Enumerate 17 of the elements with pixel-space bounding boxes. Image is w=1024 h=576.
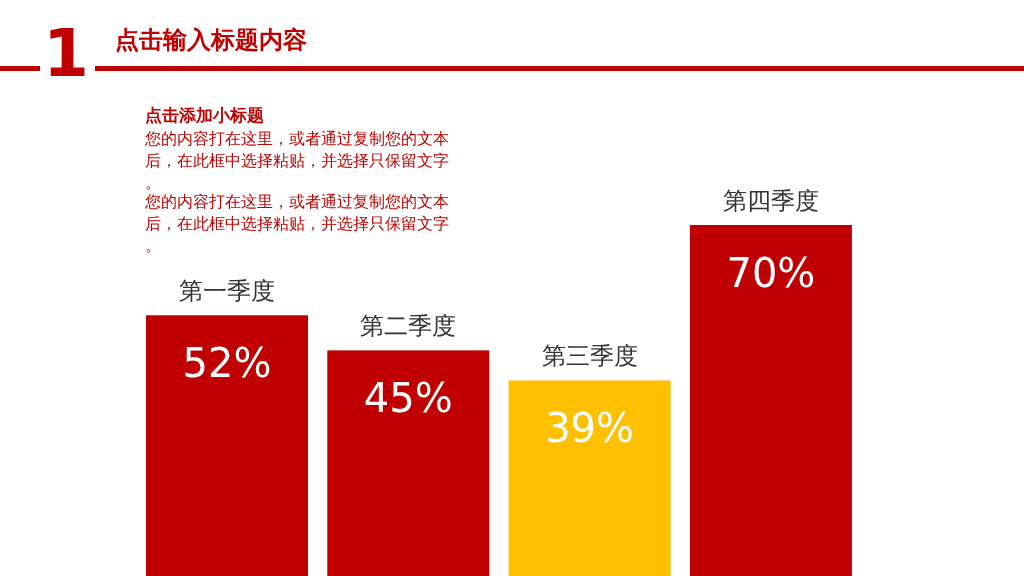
x-tick-label: 第二季度 <box>360 312 457 341</box>
bar <box>327 350 490 576</box>
x-tick-label: 第三季度 <box>541 342 638 371</box>
data-label: 39% <box>545 405 635 452</box>
chart-subtitle: 点击添加小标题 <box>145 105 264 125</box>
x-tick-label: 第一季度 <box>179 277 275 306</box>
bar <box>508 380 671 576</box>
data-label: 52% <box>182 340 272 387</box>
text: 您的内容打在这里，或者通过复制您的文本后，在此框中选择粘贴，并选择只保留文字。 <box>144 130 449 192</box>
data-label: 70% <box>726 250 816 296</box>
bar <box>146 315 308 576</box>
text: 1 <box>43 15 89 92</box>
annotation: 您的内容打在这里，或者通过复制您的文本后，在此框中选择粘贴，并选择只保留文字。 <box>144 193 449 255</box>
data-label: 45% <box>363 375 453 422</box>
bar <box>689 225 852 576</box>
chart-title: 点击输入标题内容 <box>115 26 307 54</box>
x-tick-label: 第四季度 <box>722 187 819 215</box>
